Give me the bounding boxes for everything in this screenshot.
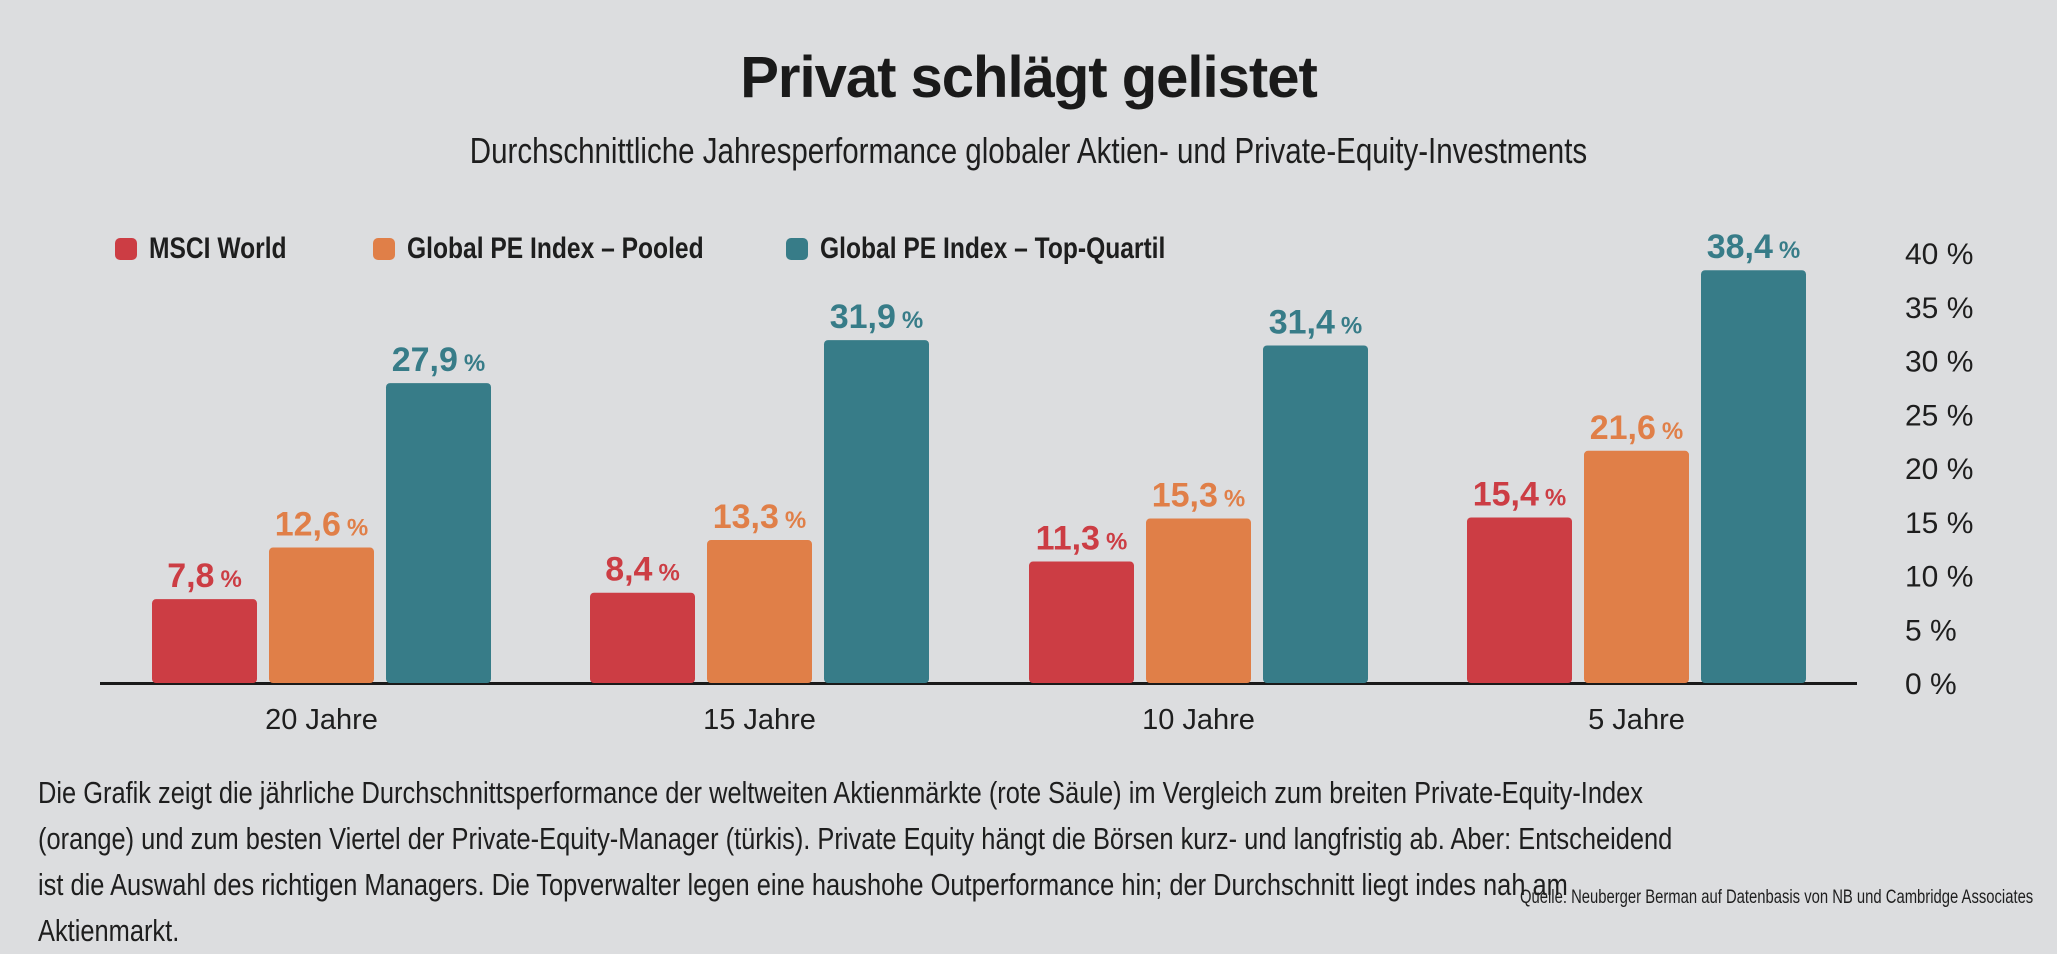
y-tick-label-5: 25 % [1905, 399, 1973, 432]
bar-global-pe-index-pooled-2 [1146, 518, 1251, 683]
bar-global-pe-index-pooled-1 [707, 540, 812, 683]
y-tick-label-8: 40 % [1905, 238, 1973, 271]
bar-chart: 7,8 % 12,6 % 27,9 % 20 Jahre 8,4 % 13,3 % 31,9 % 15 J… [100, 228, 1973, 736]
x-tick-label-3: 5 Jahre [1588, 704, 1685, 736]
bar-global-pe-index-pooled-0 [269, 547, 374, 683]
data-label-global-pe-index-pooled-3: 21,6% [1590, 409, 1684, 447]
data-label-global-pe-index-pooled-0: 12,6% [275, 506, 369, 544]
source-note: Quelle: Neuberger Berman auf Datenbasis … [1520, 887, 2034, 908]
y-tick-label-1: 5 % [1905, 614, 1957, 647]
bar-msci-world-3 [1467, 517, 1572, 683]
x-tick-label-0: 20 Jahre [265, 704, 378, 736]
x-tick-label-2: 10 Jahre [1142, 704, 1255, 736]
bar-global-pe-index-top-quartil-1 [824, 340, 929, 683]
bar-global-pe-index-top-quartil-3 [1701, 270, 1806, 683]
data-label-global-pe-index-top-quartil-0: 27,9% [392, 341, 486, 379]
legend-label-pe-pooled: Global PE Index – Pooled [407, 232, 704, 265]
y-tick-label-4: 20 % [1905, 453, 1973, 486]
data-label-global-pe-index-pooled-1: 13,3% [713, 498, 807, 536]
y-tick-label-3: 15 % [1905, 507, 1973, 540]
bar-global-pe-index-top-quartil-0 [386, 383, 491, 683]
y-tick-label-2: 10 % [1905, 561, 1973, 594]
legend-swatch-pe-pooled [373, 238, 395, 260]
legend-label-msci-world: MSCI World [149, 232, 287, 265]
data-label-msci-world-0: 7,8% [167, 557, 242, 595]
bar-msci-world-1 [590, 592, 695, 683]
y-tick-label-6: 30 % [1905, 346, 1973, 379]
data-label-msci-world-3: 15,4% [1473, 475, 1567, 513]
legend-item-pe-pooled: Global PE Index – Pooled [373, 232, 769, 266]
legend-item-msci-world: MSCI World [115, 232, 317, 266]
chart-subtitle: Durchschnittliche Jahresperformance glob… [469, 130, 1588, 171]
legend-swatch-pe-top-quartil [786, 238, 808, 260]
data-label-msci-world-1: 8,4% [605, 551, 680, 589]
data-label-global-pe-index-pooled-2: 15,3% [1152, 477, 1246, 515]
legend-label-pe-top-quartil: Global PE Index – Top-Quartil [820, 232, 1166, 265]
chart-caption: Die Grafik zeigt die jährliche Durchschn… [38, 775, 1673, 948]
data-label-msci-world-2: 11,3% [1036, 520, 1128, 558]
chart-title: Privat schlägt gelistet [740, 45, 1318, 110]
legend-item-pe-top-quartil: Global PE Index – Top-Quartil [786, 232, 1241, 266]
data-label-global-pe-index-top-quartil-1: 31,9% [830, 298, 924, 336]
data-label-global-pe-index-top-quartil-3: 38,4% [1707, 228, 1801, 266]
bar-msci-world-0 [152, 599, 257, 683]
data-label-global-pe-index-top-quartil-2: 31,4% [1269, 303, 1363, 341]
bar-msci-world-2 [1029, 561, 1134, 683]
x-tick-label-1: 15 Jahre [703, 704, 816, 736]
y-tick-label-0: 0 % [1905, 668, 1957, 701]
y-tick-label-7: 35 % [1905, 292, 1973, 325]
bar-global-pe-index-pooled-3 [1584, 450, 1689, 683]
legend-swatch-msci-world [115, 238, 137, 260]
bar-global-pe-index-top-quartil-2 [1263, 345, 1368, 683]
